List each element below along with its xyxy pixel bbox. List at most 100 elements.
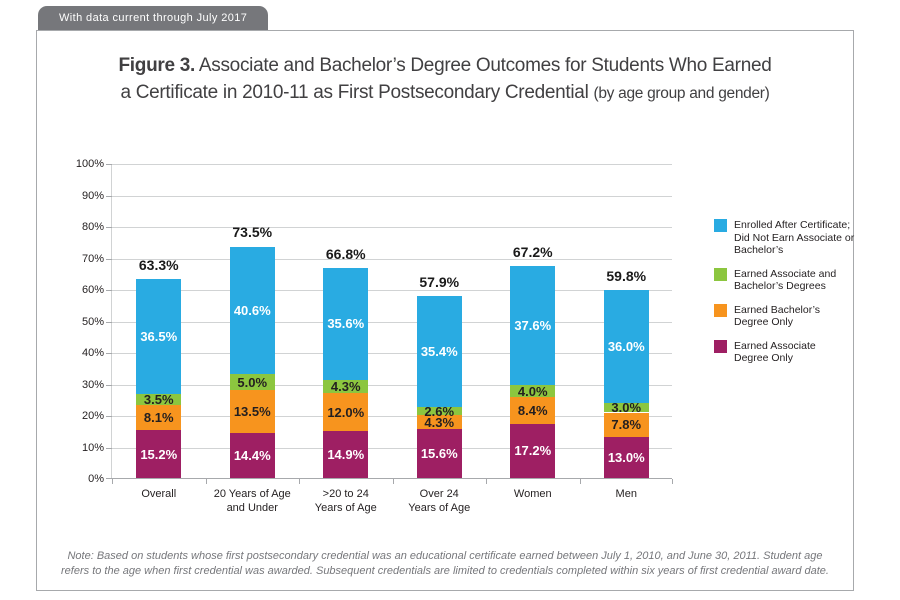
bar-segment: 36.0% [603, 289, 649, 404]
legend-swatch [714, 267, 727, 281]
y-axis-tick [106, 227, 112, 228]
bar-segment: 4.3% [323, 379, 369, 394]
segment-label: 12.0% [327, 404, 365, 420]
bar-segment: 8.4% [510, 397, 556, 424]
legend-swatch [714, 339, 727, 353]
bar-segment: 35.4% [416, 295, 462, 408]
segment-label: 3.0% [611, 400, 642, 416]
y-axis-tick [106, 321, 112, 323]
category-label: >20 to 24 Years of Age [314, 488, 377, 514]
y-axis-label: 80% [81, 221, 104, 233]
bar-segment: 3.0% [603, 400, 649, 416]
legend-label: Earned Bachelor’s Degree Only [734, 303, 820, 329]
gridline [112, 353, 672, 354]
bar-total-label: 66.8% [325, 245, 366, 262]
category-label: Overall [141, 488, 177, 500]
gridline [112, 416, 672, 417]
segment-label: 13.5% [233, 403, 271, 419]
y-axis-label: 20% [81, 410, 104, 422]
segment-label: 2.6% [424, 403, 455, 419]
y-axis-label: 60% [81, 284, 104, 296]
gridline [112, 447, 672, 449]
segment-label: 4.3% [424, 414, 455, 430]
segment-label: 37.6% [514, 318, 552, 334]
bar-segment: 13.5% [229, 390, 275, 433]
gridline [112, 164, 672, 165]
segment-label: 15.2% [140, 446, 178, 462]
segment-label: 14.9% [327, 447, 365, 463]
legend-swatch [714, 219, 727, 232]
y-axis-tick [106, 416, 112, 417]
x-axis-tick [112, 479, 113, 484]
figure-note: Note: Based on students whose first post… [61, 550, 829, 577]
gridline [112, 290, 672, 291]
category-label: Men [615, 488, 637, 500]
segment-label: 8.4% [517, 403, 548, 419]
gridline [112, 384, 672, 386]
bar-segment: 2.6% [416, 403, 462, 419]
bar-segment: 8.1% [136, 404, 182, 431]
y-axis-label: 30% [81, 378, 104, 391]
x-axis-tick [672, 479, 673, 484]
segment-label: 17.2% [514, 443, 552, 459]
x-axis-tick [205, 479, 207, 484]
category-label: 20 Years of Age and Under [213, 488, 291, 514]
y-axis-tick [106, 447, 112, 449]
gridline [112, 258, 672, 260]
bar-segment: 7.8% [603, 412, 649, 438]
figure-title-text: Associate and Bachelor’s Degree Outcomes… [120, 55, 772, 103]
bar-total-label: 67.2% [512, 244, 553, 261]
segment-label: 14.4% [233, 447, 271, 463]
bar-segment: 13.0% [603, 437, 649, 478]
bar-segment: 5.0% [229, 374, 275, 391]
segment-label: 40.6% [233, 302, 271, 318]
segment-label: 36.5% [140, 328, 178, 344]
segment-label: 15.6% [420, 445, 458, 461]
segment-label: 4.0% [517, 383, 548, 399]
bar-segment: 4.3% [416, 414, 462, 430]
y-axis-label: 40% [81, 347, 104, 359]
bar-segment: 3.5% [136, 391, 182, 407]
bar-total-label: 59.8% [606, 267, 647, 284]
y-axis-tick [106, 384, 112, 386]
segment-label: 3.5% [143, 391, 174, 407]
segment-label: 8.1% [143, 409, 174, 425]
y-axis-label: 100% [75, 158, 104, 170]
bar-segment: 37.6% [510, 266, 556, 385]
segment-label: 13.0% [607, 450, 645, 466]
bar-segment: 35.6% [323, 267, 369, 380]
y-axis-tick [106, 290, 112, 291]
x-axis-tick [299, 479, 300, 484]
x-axis-tick [579, 479, 581, 484]
y-axis-label: 90% [81, 189, 104, 202]
x-axis-tick [392, 479, 394, 484]
legend-item: Earned Bachelor’s Degree Only [714, 303, 876, 329]
data-currency-banner: With data current through July 2017 [38, 6, 269, 30]
y-axis-label: 70% [81, 252, 104, 265]
gridline [112, 195, 672, 197]
bar-total-label: 73.5% [232, 224, 273, 241]
y-axis-label: 10% [81, 441, 104, 454]
legend-item: Earned Associate and Bachelor’s Degrees [714, 267, 876, 293]
y-axis-tick [106, 478, 112, 479]
y-axis-tick [106, 195, 112, 197]
bar-segment: 15.6% [416, 428, 462, 478]
segment-label: 4.3% [330, 379, 361, 394]
bar-segment: 17.2% [510, 423, 556, 478]
bar-segment: 4.0% [510, 383, 556, 399]
figure-title-subtext: (by age group and gender) [593, 85, 770, 102]
figure-frame: Figure 3. Associate and Bachelor’s Degre… [36, 30, 854, 591]
y-axis-tick [106, 258, 112, 260]
category-label: Over 24 Years of Age [408, 488, 471, 514]
legend-label: Earned Associate and Bachelor’s Degrees [734, 267, 837, 293]
y-axis-tick [106, 353, 112, 354]
bar-segment: 12.0% [323, 393, 369, 432]
bar-total-label: 63.3% [138, 256, 179, 273]
chart: 0% 10% 20% 30% 40% 50% 60% 70% 80% 90% 100% 15.2% 8.… [76, 158, 673, 514]
bar-segment: 15.2% [136, 430, 182, 478]
gridline [112, 321, 672, 323]
figure-title: Figure 3. Associate and Bachelor’s Degre… [93, 52, 797, 107]
segment-label: 7.8% [611, 417, 642, 433]
legend-swatch [714, 303, 727, 317]
